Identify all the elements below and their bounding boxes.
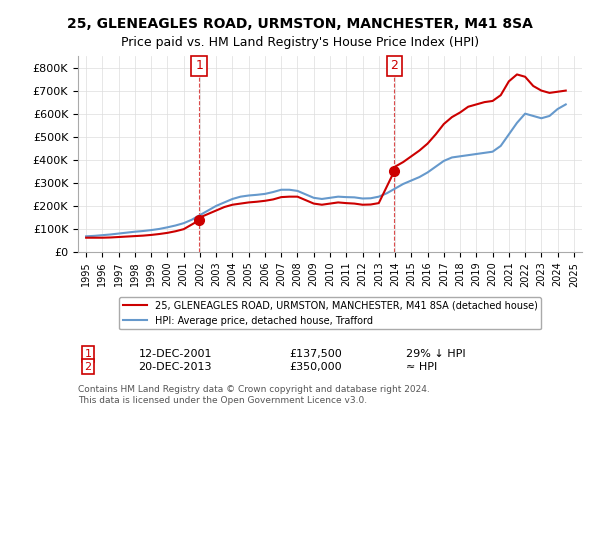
Legend: 25, GLENEAGLES ROAD, URMSTON, MANCHESTER, M41 8SA (detached house), HPI: Average: 25, GLENEAGLES ROAD, URMSTON, MANCHESTER… — [119, 297, 541, 329]
Text: 2: 2 — [85, 362, 92, 372]
Text: Price paid vs. HM Land Registry's House Price Index (HPI): Price paid vs. HM Land Registry's House … — [121, 36, 479, 49]
Text: 1: 1 — [195, 59, 203, 72]
Text: 12-DEC-2001: 12-DEC-2001 — [139, 349, 212, 359]
Text: ≈ HPI: ≈ HPI — [406, 362, 437, 372]
Text: £137,500: £137,500 — [290, 349, 343, 359]
Text: 29% ↓ HPI: 29% ↓ HPI — [406, 349, 465, 359]
Text: 1: 1 — [85, 349, 92, 359]
Text: Contains HM Land Registry data © Crown copyright and database right 2024.
This d: Contains HM Land Registry data © Crown c… — [78, 385, 430, 405]
Text: 2: 2 — [390, 59, 398, 72]
Text: £350,000: £350,000 — [290, 362, 343, 372]
Text: 25, GLENEAGLES ROAD, URMSTON, MANCHESTER, M41 8SA: 25, GLENEAGLES ROAD, URMSTON, MANCHESTER… — [67, 17, 533, 31]
Text: 20-DEC-2013: 20-DEC-2013 — [139, 362, 212, 372]
